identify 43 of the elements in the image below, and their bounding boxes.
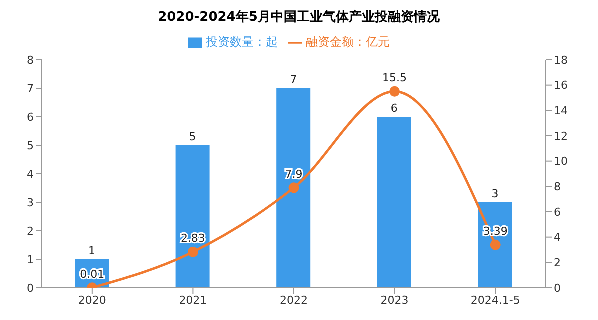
x-tick-label: 2023	[380, 294, 409, 307]
y2-tick-label: 18	[554, 54, 568, 67]
y2-tick-label: 6	[554, 206, 561, 219]
data-label: 1	[88, 244, 96, 258]
legend-label: 投资数量：起	[206, 35, 278, 49]
legend-label: 融资金额：亿元	[306, 35, 390, 49]
data-label: 0.01	[80, 268, 105, 281]
data-label: 2.83	[180, 232, 206, 246]
data-label: 7	[290, 74, 298, 86]
y2-tick-label: 16	[554, 79, 568, 92]
y-tick-label: 0	[27, 282, 34, 295]
y-tick-label: 5	[27, 139, 34, 152]
point	[390, 86, 400, 97]
bar	[176, 146, 210, 288]
y2-tick-label: 10	[554, 155, 568, 168]
x-tick-label: 2021	[179, 294, 208, 307]
bar	[276, 88, 311, 288]
y-tick-label: 4	[27, 168, 34, 181]
y-tick-label: 2	[27, 224, 34, 238]
x-tick-label: 2020	[78, 294, 106, 307]
data-label: 7.9	[285, 168, 303, 181]
x-tick-label: 2024.1-5	[470, 294, 520, 307]
y-tick-label: 8	[27, 54, 34, 67]
y2-tick-label: 12	[554, 130, 568, 143]
point	[288, 182, 300, 194]
x-tick-label: 2022	[280, 294, 308, 307]
y2-tick-label: 0	[554, 282, 561, 295]
y-tick-label: 6	[27, 110, 34, 124]
point	[490, 240, 501, 250]
y-tick-label: 3	[27, 196, 34, 210]
data-label: 3	[492, 188, 499, 200]
bar	[377, 117, 412, 288]
data-label: 6	[390, 102, 398, 115]
y-tick-label: 1	[27, 253, 34, 266]
point	[188, 246, 198, 258]
y2-tick-label: 8	[554, 180, 561, 194]
data-label: 5	[189, 130, 196, 144]
data-label: 15.5	[382, 72, 408, 85]
y2-tick-label: 4	[554, 231, 561, 244]
y-tick-label: 7	[27, 82, 34, 96]
y2-tick-label: 14	[554, 104, 568, 118]
y2-tick-label: 2	[554, 256, 561, 270]
chart-title: 2020-2024年5月中国工业气体产业投融资情况	[157, 8, 441, 26]
